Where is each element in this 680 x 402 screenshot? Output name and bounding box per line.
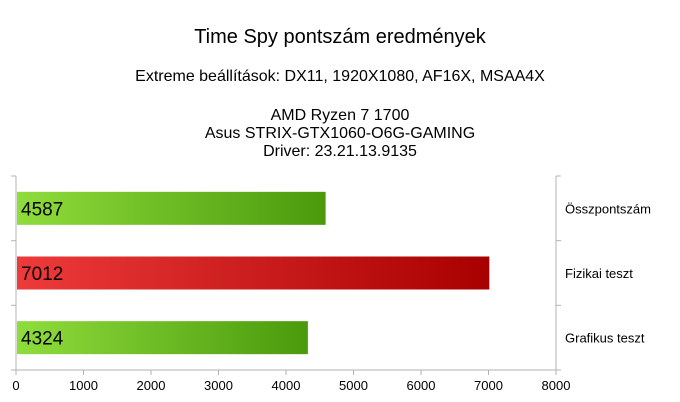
bar-value-label: 4587 (21, 199, 63, 220)
x-tick-label: 5000 (339, 378, 368, 393)
chart-subtitle-gpu: Asus STRIX-GTX1060-O6G-GAMING (204, 125, 476, 142)
category-label: Fizikai teszt (565, 266, 633, 281)
chart-subtitle-settings: Extreme beállítások: DX11, 1920X1080, AF… (135, 68, 545, 85)
category-label: Grafikus teszt (565, 331, 645, 346)
bar-value-label: 7012 (21, 264, 63, 285)
bar-0 (17, 191, 326, 225)
x-tick-label: 2000 (137, 378, 166, 393)
x-tick-label: 3000 (204, 378, 233, 393)
bar-1 (17, 256, 490, 290)
x-tick-label: 8000 (542, 378, 571, 393)
x-tick-label: 6000 (407, 378, 436, 393)
chart-subtitle-driver: Driver: 23.21.13.9135 (263, 143, 417, 160)
chart-subtitle-cpu: AMD Ryzen 7 1700 (270, 107, 410, 124)
chart-title: Time Spy pontszám eredmények (194, 26, 486, 48)
x-tick-label: 4000 (272, 378, 301, 393)
x-tick-label: 7000 (474, 378, 503, 393)
x-tick-label: 1000 (69, 378, 98, 393)
category-label: Összpontszám (565, 201, 651, 216)
bar-2 (17, 321, 308, 355)
x-tick-label: 0 (12, 378, 19, 393)
bar-value-label: 4324 (21, 329, 64, 350)
